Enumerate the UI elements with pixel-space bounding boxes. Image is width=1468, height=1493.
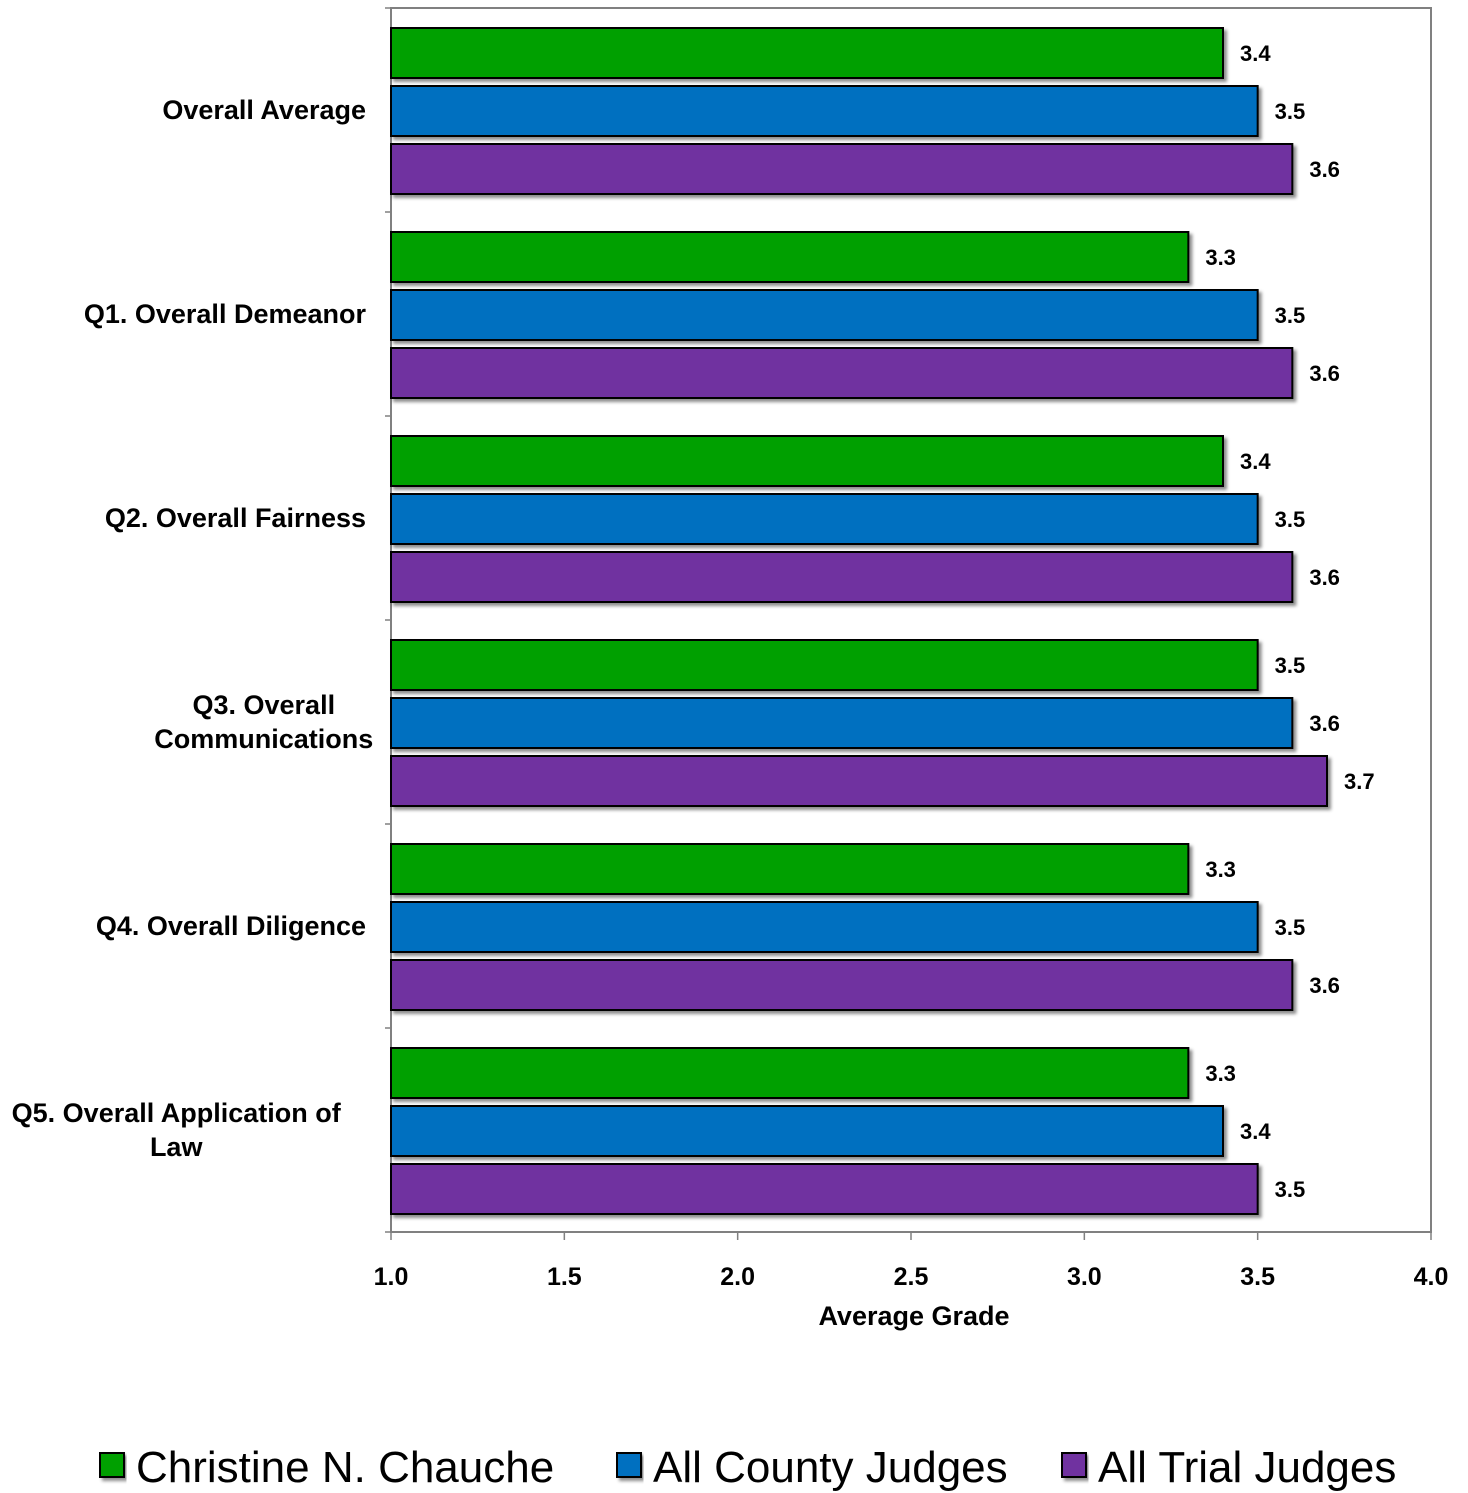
bar [390, 551, 1294, 603]
bar [390, 843, 1190, 895]
data-label: 3.3 [1205, 245, 1236, 270]
bar [390, 435, 1224, 487]
bar [390, 697, 1294, 749]
x-axis: 1.0 1.5 2.0 2.5 3.0 3.5 4.0 [374, 7, 1449, 1291]
bar [390, 755, 1328, 807]
bar [390, 27, 1224, 79]
data-label: 3.5 [1275, 99, 1306, 124]
data-label: 3.7 [1344, 769, 1375, 794]
data-label: 3.5 [1275, 1177, 1306, 1202]
bar [390, 639, 1259, 691]
category-label: Q4. Overall Diligence [96, 911, 366, 941]
data-label: 3.4 [1240, 449, 1271, 474]
data-label: 3.5 [1275, 303, 1306, 328]
data-label: 3.3 [1205, 1061, 1236, 1086]
legend-entry: All County Judges [653, 1443, 1008, 1492]
bar [390, 289, 1259, 341]
category-label: Overall Average [162, 95, 366, 125]
bar [390, 1047, 1190, 1099]
x-tick-label: 2.0 [720, 1263, 755, 1291]
data-label: 3.6 [1309, 973, 1340, 998]
bar [390, 1163, 1259, 1215]
legend-swatch [616, 1452, 642, 1478]
bar [390, 347, 1294, 399]
bar [390, 85, 1259, 137]
x-axis-title: Average Grade [818, 1301, 1009, 1331]
legend-entry: All Trial Judges [1098, 1443, 1396, 1492]
data-label: 3.5 [1275, 915, 1306, 940]
category-label: Q3. Overall Communications [154, 690, 373, 754]
category-label: Q1. Overall Demeanor [84, 299, 367, 329]
bars-group: 3.4 3.5 3.6 3.3 3.5 3.6 3.4 3.5 3.6 3.5 3.6 3.7 3.3 3… [390, 27, 1375, 1215]
data-label: 3.4 [1240, 1119, 1271, 1144]
x-tick-label: 3.0 [1067, 1263, 1102, 1291]
x-tick-label: 1.0 [374, 1263, 409, 1291]
x-tick-label: 3.5 [1240, 1263, 1275, 1291]
data-label: 3.6 [1309, 157, 1340, 182]
data-label: 3.4 [1240, 41, 1271, 66]
bar [390, 959, 1294, 1011]
legend: Christine N. Chauche All County Judges All… [99, 1443, 1396, 1492]
legend-swatch [1061, 1452, 1087, 1478]
bar [390, 143, 1294, 195]
x-tick-label: 2.5 [894, 1263, 929, 1291]
x-tick-label: 4.0 [1414, 1263, 1449, 1291]
data-label: 3.5 [1275, 507, 1306, 532]
category-label: Q2. Overall Fairness [105, 503, 366, 533]
legend-swatch [99, 1452, 125, 1478]
data-label: 3.3 [1205, 857, 1236, 882]
data-label: 3.6 [1309, 711, 1340, 736]
bar [390, 901, 1259, 953]
data-label: 3.6 [1309, 361, 1340, 386]
data-label: 3.5 [1275, 653, 1306, 678]
category-labels: Overall Average Q1. Overall Demeanor Q2. O… [12, 95, 374, 1162]
bar [390, 231, 1190, 283]
legend-entry: Christine N. Chauche [136, 1443, 554, 1492]
data-label: 3.6 [1309, 565, 1340, 590]
category-label: Q5. Overall Application of Law [12, 1098, 342, 1162]
bar [390, 493, 1259, 545]
plot-area [390, 7, 1432, 1233]
bar [390, 1105, 1224, 1157]
x-tick-label: 1.5 [547, 1263, 582, 1291]
